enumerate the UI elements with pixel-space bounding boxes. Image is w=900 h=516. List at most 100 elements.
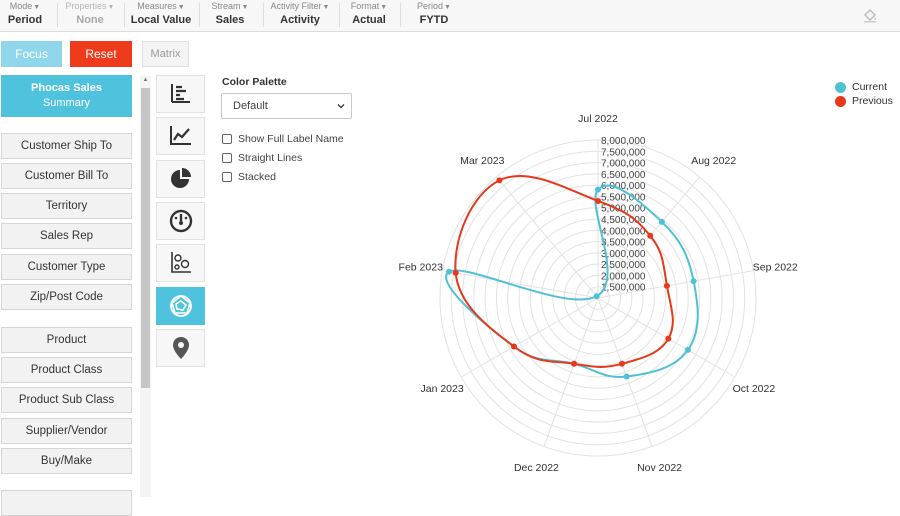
data-point-previous[interactable]: [452, 269, 459, 276]
data-point-previous[interactable]: [665, 335, 672, 342]
caret-down-icon: ▼: [380, 4, 388, 11]
chart-type-radar-chart-button[interactable]: [156, 287, 205, 325]
matrix-button[interactable]: Matrix: [142, 41, 189, 67]
straight-lines-option[interactable]: Straight Lines: [222, 152, 302, 164]
toolbar-value: Activity: [280, 14, 320, 26]
chart-type-gauge-button[interactable]: [156, 202, 205, 240]
chart-type-scatter-chart-button[interactable]: [156, 244, 205, 282]
toolbar-divider: [400, 3, 401, 27]
toolbar-format[interactable]: Format▼ Actual: [324, 0, 414, 32]
nav-item-product-sub-class[interactable]: Product Sub Class: [1, 387, 132, 413]
toolbar-label-row: Properties▼: [45, 1, 135, 11]
toolbar-label-row: Activity Filter▼: [255, 1, 345, 11]
nav-item-customer-ship-to[interactable]: Customer Ship To: [1, 133, 132, 159]
caret-down-icon: ▼: [33, 4, 41, 11]
category-label: Sep 2022: [753, 262, 798, 274]
straight-lines-text: Straight Lines: [238, 152, 303, 164]
nav-item-product[interactable]: Product: [1, 327, 132, 353]
toolbar-label: Activity Filter: [270, 1, 322, 11]
toolbar-label-row: Mode▼: [0, 1, 70, 11]
nav-scroll-thumb[interactable]: [141, 88, 150, 388]
summary-button[interactable]: Phocas Sales Summary: [1, 75, 132, 117]
toolbar-measures[interactable]: Measures▼ Local Value: [116, 0, 206, 32]
paint-bucket-icon[interactable]: [862, 7, 878, 23]
show-full-label-option[interactable]: Show Full Label Name: [222, 133, 344, 145]
radar-chart-icon: [169, 294, 192, 317]
toolbar-period[interactable]: Period▼ FYTD: [389, 0, 479, 32]
data-point-current[interactable]: [595, 186, 601, 193]
nav-item-product-class[interactable]: Product Class: [1, 357, 132, 383]
toolbar-stream[interactable]: Stream▼ Sales: [185, 0, 275, 32]
nav-item-supplier-vendor[interactable]: Supplier/Vendor: [1, 418, 132, 444]
data-point-current[interactable]: [623, 373, 630, 380]
nav-item-customer-bill-to[interactable]: Customer Bill To: [1, 163, 132, 189]
nav-item-buy-make[interactable]: Buy/Make: [1, 448, 132, 474]
nav-item-customer-type[interactable]: Customer Type: [1, 254, 132, 280]
nav-item-zip-post-code[interactable]: Zip/Post Code: [1, 284, 132, 310]
stacked-checkbox[interactable]: [222, 172, 232, 182]
legend-item-previous[interactable]: Previous: [835, 95, 893, 107]
radial-tick-label: 5,000,000: [601, 204, 646, 215]
radial-tick-label: 4,500,000: [601, 215, 646, 226]
show-full-label-checkbox[interactable]: [222, 134, 232, 144]
radial-tick-label: 3,000,000: [601, 249, 646, 260]
legend-item-current[interactable]: Current: [835, 81, 887, 93]
focus-button[interactable]: Focus: [1, 41, 62, 67]
radial-tick-label: 6,000,000: [601, 181, 646, 192]
stacked-option[interactable]: Stacked: [222, 171, 276, 183]
nav-item-partial[interactable]: [1, 490, 132, 516]
chart-type-map-pin-button[interactable]: [156, 329, 205, 367]
data-point-previous[interactable]: [647, 232, 654, 239]
summary-title: Phocas Sales: [31, 82, 102, 94]
toolbar-value: None: [76, 14, 104, 26]
category-label: Mar 2023: [460, 155, 505, 167]
data-point-previous[interactable]: [510, 343, 517, 350]
grid-spoke: [496, 176, 599, 299]
grid-spoke: [597, 270, 754, 299]
color-palette-label: Color Palette: [222, 76, 287, 88]
radial-tick-label: 6,500,000: [601, 170, 646, 181]
data-point-previous[interactable]: [571, 360, 578, 367]
data-point-previous[interactable]: [595, 197, 601, 204]
toolbar-divider: [199, 3, 200, 27]
caret-down-icon: ▼: [444, 4, 451, 11]
scatter-chart-icon: [170, 252, 191, 273]
data-point-previous[interactable]: [496, 177, 503, 184]
category-label: Dec 2022: [514, 462, 559, 474]
caret-down-icon: ▼: [322, 4, 330, 11]
data-point-previous[interactable]: [663, 282, 670, 289]
chart-type-bar-chart-button[interactable]: [156, 75, 205, 113]
toolbar-mode[interactable]: Mode▼ Period: [0, 0, 70, 32]
stacked-text: Stacked: [238, 171, 276, 183]
toolbar-value: FYTD: [419, 14, 449, 26]
data-point-previous[interactable]: [618, 360, 625, 367]
toolbar-divider: [57, 3, 58, 27]
caret-down-icon: ▼: [241, 4, 249, 11]
caret-down-icon: ▼: [107, 4, 115, 11]
toolbar-label-row: Measures▼: [116, 1, 206, 11]
data-point-current[interactable]: [690, 278, 697, 285]
toolbar-label-row: Format▼: [324, 1, 414, 11]
toolbar-value: Local Value: [130, 14, 192, 26]
radial-tick-label: 3,500,000: [601, 238, 646, 249]
straight-lines-checkbox[interactable]: [222, 153, 232, 163]
toolbar-label: Properties: [65, 1, 107, 11]
show-full-label-text: Show Full Label Name: [238, 133, 344, 145]
radial-tick-label: 4,000,000: [601, 226, 646, 237]
legend-label-previous: Previous: [852, 95, 893, 107]
scroll-up-arrow-icon[interactable]: ▲: [142, 77, 149, 83]
toolbar-label: Stream: [211, 1, 241, 11]
nav-item-sales-rep[interactable]: Sales Rep: [1, 223, 132, 249]
data-point-current[interactable]: [446, 268, 453, 275]
color-palette-select[interactable]: Default: [221, 93, 352, 119]
data-point-current[interactable]: [593, 293, 600, 300]
bar-chart-icon: [170, 84, 190, 103]
data-point-current[interactable]: [684, 346, 691, 353]
data-point-current[interactable]: [658, 218, 665, 225]
chart-type-pie-chart-button[interactable]: [156, 160, 205, 198]
chart-type-line-chart-button[interactable]: [156, 117, 205, 155]
toolbar-activity-filter[interactable]: Activity Filter▼ Activity: [255, 0, 345, 32]
nav-item-territory[interactable]: Territory: [1, 193, 132, 219]
reset-button[interactable]: Reset: [70, 41, 132, 67]
legend-swatch-previous: [835, 95, 846, 107]
